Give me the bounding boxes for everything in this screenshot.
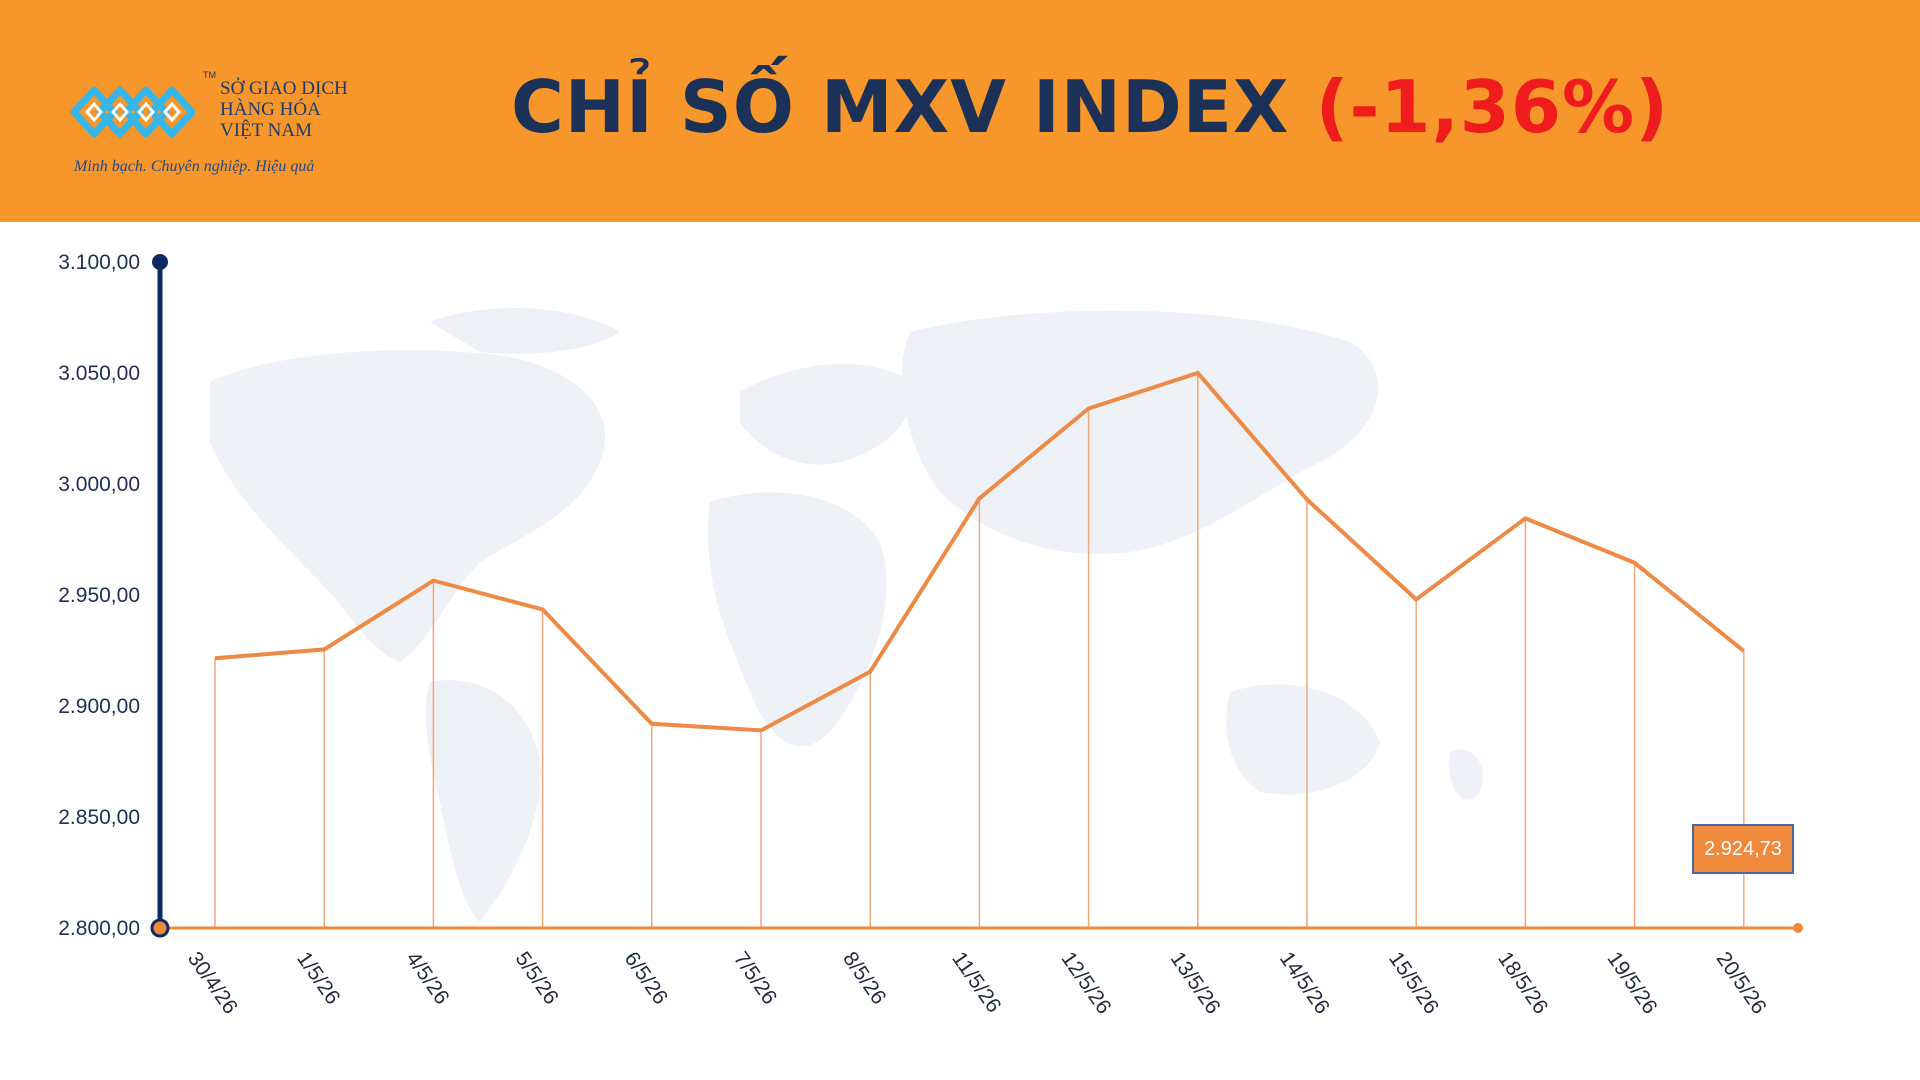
x-tick-label: 14/5/26	[1275, 948, 1334, 1019]
y-tick-label: 2.950,00	[58, 584, 140, 607]
line-chart: 2.800,00 2.850,00 2.900,00 2.950,00 3.000,00…	[58, 251, 1803, 1019]
x-tick-label: 18/5/26	[1493, 948, 1552, 1019]
logo-slogan: Minh bạch. Chuyên nghiệp. Hiệu quả	[74, 158, 315, 175]
x-tick-label: 8/5/26	[838, 948, 890, 1009]
logo-name-line-1: SỞ GIAO DỊCH	[220, 78, 348, 99]
x-tick-label: 12/5/26	[1057, 948, 1116, 1019]
x-tick-label: 6/5/26	[620, 948, 672, 1009]
y-tick-label: 3.000,00	[58, 473, 140, 496]
logo-trademark: TM	[203, 70, 216, 80]
mxv-logo: TM SỞ GIAO DỊCH HÀNG HÓA VIỆT NAM Minh b…	[70, 70, 370, 180]
y-tick-labels: 2.800,00 2.850,00 2.900,00 2.950,00 3.000,00…	[58, 251, 140, 940]
x-tick-labels: 30/4/26 1/5/26 4/5/26 5/5/26 6/5/26 7/5/26 8/5…	[183, 948, 1771, 1019]
page-title: CHỈ SỐ MXV INDEX (-1,36%)	[0, 62, 1920, 152]
logo-mark-icon	[70, 86, 196, 138]
x-tick-label: 13/5/26	[1166, 948, 1225, 1019]
logo-name: SỞ GIAO DỊCH HÀNG HÓA VIỆT NAM	[220, 78, 420, 141]
x-tick-label: 4/5/26	[401, 948, 453, 1009]
x-tick-label: 30/4/26	[183, 948, 242, 1019]
y-axis-top-dot	[152, 254, 168, 270]
y-tick-label: 2.800,00	[58, 917, 140, 940]
x-tick-label: 7/5/26	[729, 948, 781, 1009]
title-change-percent: (-1,36%)	[1315, 65, 1670, 149]
x-tick-label: 11/5/26	[947, 948, 1005, 1017]
header-banner: TM SỞ GIAO DỊCH HÀNG HÓA VIỆT NAM Minh b…	[0, 0, 1920, 222]
axis-origin-dot	[150, 918, 170, 938]
y-tick-label: 3.050,00	[58, 362, 140, 385]
y-tick-label: 2.850,00	[58, 806, 140, 829]
logo-name-line-3: VIỆT NAM	[220, 120, 313, 141]
mxv-index-line	[214, 370, 1746, 733]
y-tick-label: 2.900,00	[58, 695, 140, 718]
x-axis-end-dot	[1793, 923, 1803, 933]
chart-area: 2.800,00 2.850,00 2.900,00 2.950,00 3.000,00…	[0, 222, 1920, 1080]
y-tick-label: 3.100,00	[58, 251, 140, 274]
x-tick-label: 19/5/26	[1603, 948, 1662, 1019]
x-tick-label: 1/5/26	[292, 948, 344, 1009]
x-tick-label: 15/5/26	[1384, 948, 1443, 1019]
world-map-background	[210, 308, 1483, 922]
drop-lines	[214, 373, 1745, 928]
x-tick-label: 5/5/26	[511, 948, 563, 1009]
logo-name-line-2: HÀNG HÓA	[220, 99, 321, 120]
last-value-label: 2.924,73	[1692, 824, 1794, 874]
title-main: CHỈ SỐ MXV INDEX	[510, 65, 1316, 149]
x-tick-label: 20/5/26	[1712, 948, 1771, 1019]
